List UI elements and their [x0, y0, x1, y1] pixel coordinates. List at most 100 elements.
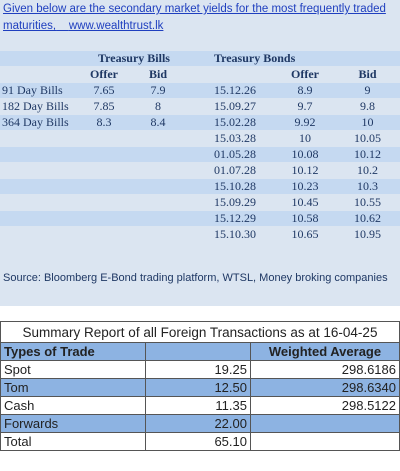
cell: [128, 195, 188, 210]
summary-row: Forwards 22.00: [0, 414, 400, 433]
cell: [188, 211, 210, 226]
bill-offer: 8.3: [80, 115, 128, 130]
cell: [0, 227, 80, 242]
cell: [0, 195, 80, 210]
bill-offer: 7.65: [80, 83, 128, 98]
trade-type: Spot: [0, 360, 146, 379]
cell: [188, 227, 210, 242]
cell: [188, 51, 210, 66]
bond-bid: 10.55: [354, 195, 382, 209]
cell: [80, 147, 128, 162]
bond-offer: 10.12: [291, 163, 319, 177]
cell: [250, 414, 400, 433]
cell: [0, 131, 80, 146]
bond-date: 15.10.30: [214, 227, 256, 241]
weighted-average: 298.6186: [250, 360, 400, 379]
cell: [188, 83, 210, 98]
cell: [128, 147, 188, 162]
bond-offer: 10.08: [275, 147, 335, 162]
bill-name: 91 Day Bills: [0, 83, 80, 98]
bill-name: 364 Day Bills: [0, 115, 80, 130]
yield-row: 15.12.29 10.58 10.62: [0, 211, 400, 226]
bond-date: 15.09.27: [214, 99, 256, 113]
intro-link[interactable]: www.wealthtrust.lk: [68, 20, 164, 32]
amount: 11.35: [145, 396, 251, 415]
cell: [128, 227, 188, 242]
bond-date: 15.10.28: [210, 179, 275, 194]
amount: 19.25: [145, 360, 251, 379]
yield-row: 91 Day Bills 7.65 7.9 15.12.26 8.9 9: [0, 83, 400, 98]
intro: Given below are the secondary market yie…: [3, 1, 397, 35]
bill-name: 182 Day Bills: [2, 99, 69, 113]
summary-title-row: Summary Report of all Foreign Transactio…: [0, 321, 400, 343]
bond-date: 15.02.28: [210, 115, 275, 130]
cell: [80, 179, 128, 194]
bonds-title: Treasury Bonds: [210, 51, 400, 66]
amount: 22.00: [145, 414, 251, 433]
bond-bid: 9: [335, 83, 400, 98]
header-row: Treasury Bills Treasury Bonds: [0, 51, 400, 66]
bond-offer: 10.65: [291, 227, 319, 241]
summary-row: Tom 12.50 298.6340: [0, 378, 400, 397]
bond-offer: 10.23: [275, 179, 335, 194]
cell: [80, 163, 128, 178]
yields-panel: Given below are the secondary market yie…: [0, 0, 400, 306]
cell: [188, 115, 210, 130]
cell: [188, 99, 210, 114]
bond-date: 15.12.29: [210, 211, 275, 226]
bond-offer: 10.45: [291, 195, 319, 209]
yield-row: 15.09.29 10.45 10.55: [0, 195, 400, 210]
bond-bid: 10.05: [354, 131, 382, 145]
cell: [128, 211, 188, 226]
summary-header-row: Types of Trade Weighted Average: [0, 342, 400, 361]
bond-offer: 8.9: [275, 83, 335, 98]
cell: [188, 195, 210, 210]
bond-date: 01.07.28: [214, 163, 256, 177]
yields-table: Treasury Bills Treasury Bonds Offer Bid Offe…: [0, 50, 400, 243]
cell: [0, 211, 80, 226]
bond-offer: 10: [299, 131, 311, 145]
bill-bid: 7.9: [128, 83, 188, 98]
cell: [128, 131, 188, 146]
cell: [0, 163, 80, 178]
bond-date: 15.09.29: [214, 195, 256, 209]
intro-text: Given below are the secondary market yie…: [3, 3, 386, 32]
summary-row: Total 65.10: [0, 432, 400, 451]
cell: [128, 163, 188, 178]
summary-title: Summary Report of all Foreign Transactio…: [0, 321, 400, 343]
bills-title: Treasury Bills: [80, 51, 188, 66]
cell: [250, 432, 400, 451]
yield-row: 364 Day Bills 8.3 8.4 15.02.28 9.92 10: [0, 115, 400, 130]
cell: [80, 227, 128, 242]
source-note: Source: Bloomberg E-Bond trading platfor…: [3, 272, 388, 284]
amount: 65.10: [145, 432, 251, 451]
cell: [80, 195, 128, 210]
bond-date: 15.03.28: [214, 131, 256, 145]
yield-row: 01.07.28 10.12 10.2: [0, 163, 400, 178]
column-label: Bid: [148, 67, 167, 81]
bond-offer: 9.92: [275, 115, 335, 130]
bond-offer: 10.58: [275, 211, 335, 226]
bond-date: 15.12.26: [210, 83, 275, 98]
trade-type: Tom: [0, 378, 146, 397]
bond-bid: 10.3: [335, 179, 400, 194]
bill-bid: 8.4: [128, 115, 188, 130]
column-label: Offer: [291, 67, 319, 81]
cell: [128, 179, 188, 194]
cell: [188, 147, 210, 162]
yield-row: 182 Day Bills 7.85 8 15.09.27 9.7 9.8: [0, 99, 400, 114]
summary-row: Cash 11.35 298.5122: [0, 396, 400, 415]
amount: 12.50: [145, 378, 251, 397]
column-label: Offer: [90, 67, 118, 81]
trade-type: Cash: [0, 396, 146, 415]
bill-bid: 8: [155, 99, 161, 113]
cell: [188, 163, 210, 178]
bill-offer: 7.85: [93, 99, 115, 113]
bond-date: 01.05.28: [210, 147, 275, 162]
cell: [0, 179, 80, 194]
header-cell: Weighted Average: [250, 342, 400, 361]
bond-offer: 9.7: [297, 99, 313, 113]
bond-bid: 10.2: [357, 163, 379, 177]
cell: [210, 67, 275, 82]
